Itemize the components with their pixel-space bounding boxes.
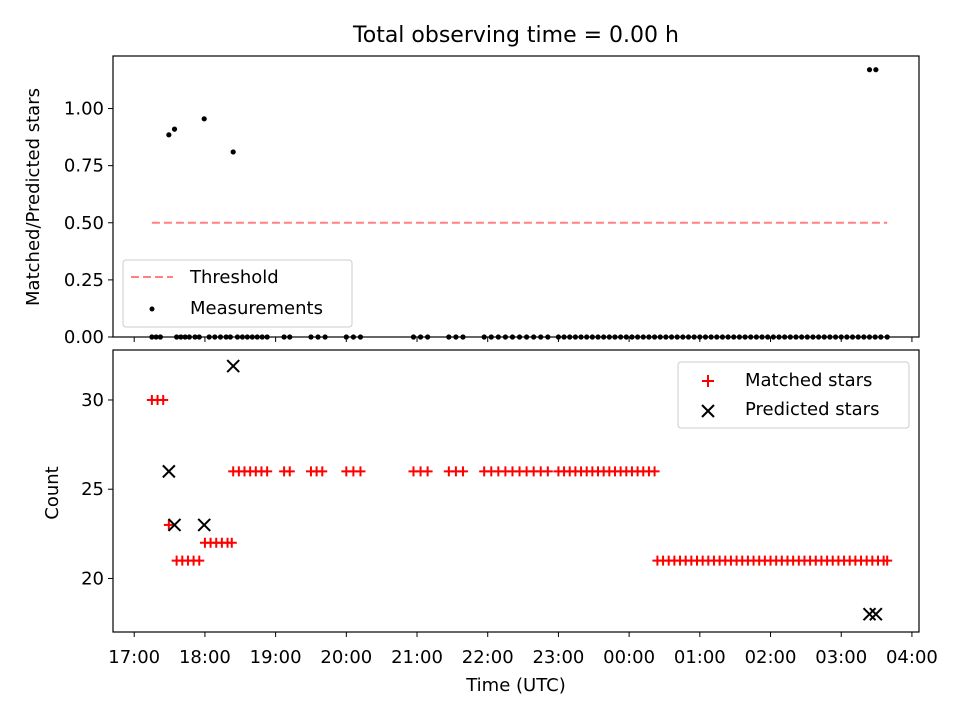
x-tick-label: 18:00 — [179, 647, 231, 668]
x-tick-label: 01:00 — [674, 647, 726, 668]
count-plot-frame — [112, 349, 920, 633]
matched-star-point — [158, 394, 169, 405]
measurement-point — [230, 149, 236, 155]
predicted-star-point — [862, 607, 877, 621]
x-tick-label: 22:00 — [462, 647, 514, 668]
matched-star-point — [882, 555, 893, 566]
predicted-star-point — [869, 607, 883, 621]
ratio-plot: 0.00 0.25 0.50 0.75 1.00 Matched/Predicted s… — [23, 55, 920, 348]
x-tick-label: 17:00 — [108, 647, 160, 668]
matched-star-point — [163, 519, 174, 530]
x-tick-label: 23:00 — [532, 647, 584, 668]
matched-star-point — [422, 466, 433, 477]
measurement-point — [201, 116, 207, 122]
predicted-star-stroke — [162, 464, 176, 479]
predicted-star-point — [197, 518, 211, 532]
matched-star-point — [262, 466, 273, 477]
ratio-y-tick-label: 0.75 — [64, 156, 104, 177]
matched-star-point — [457, 466, 468, 477]
x-tick-label: 00:00 — [603, 647, 655, 668]
measurement-point — [171, 126, 178, 132]
matched-star-point — [649, 466, 660, 477]
x-tick-label: 19:00 — [250, 647, 302, 668]
count-y-tick-label: 25 — [81, 479, 104, 500]
predicted-star-stroke — [197, 518, 211, 532]
ratio-plot-frame — [112, 55, 920, 338]
x-tick-label: 03:00 — [815, 647, 867, 668]
legend-predicted-label: Predicted stars — [745, 399, 879, 420]
count-y-tick-label: 20 — [81, 568, 104, 589]
ratio-y-tick-label: 1.00 — [64, 99, 104, 120]
predicted-star-point — [226, 359, 240, 373]
legend-predicted-swatch — [701, 404, 715, 418]
matched-star-point — [194, 555, 205, 566]
legend-matched-swatch — [702, 375, 714, 387]
count-legend-box — [677, 361, 910, 429]
matched-star-point — [355, 466, 366, 477]
predicted-star-point — [162, 464, 176, 479]
ratio-legend-box — [122, 259, 353, 328]
measurement-point — [166, 132, 172, 138]
measurement-point — [873, 67, 879, 73]
ratio-y-tick-label: 0.50 — [64, 213, 104, 234]
count-plot: 20 25 30 17:00 18:00 19:00 20:00 21:00 22:00 23:… — [42, 349, 938, 696]
measurement-point — [866, 67, 873, 73]
ratio-y-tick-label: 0.00 — [64, 327, 104, 348]
matched-star-point — [284, 466, 295, 477]
predicted-star-stroke — [862, 607, 877, 621]
legend-measurements-label: Measurements — [190, 298, 323, 319]
ratio-plot-ylabel: Matched/Predicted stars — [23, 88, 44, 306]
legend-matched-label: Matched stars — [745, 370, 872, 391]
predicted-star-stroke — [167, 518, 182, 532]
count-plot-ylabel: Count — [42, 466, 63, 519]
legend-threshold-label: Threshold — [189, 267, 279, 288]
predicted-star-stroke — [869, 607, 883, 621]
matched-star-point — [542, 466, 553, 477]
ratio-legend: Threshold Measurements — [122, 259, 353, 328]
legend-measurements-swatch — [149, 306, 155, 312]
x-tick-label: 02:00 — [745, 647, 797, 668]
matched-star-point — [226, 537, 237, 548]
ratio-y-tick-label: 0.25 — [64, 270, 104, 291]
predicted-star-point — [167, 518, 182, 532]
predicted-star-stroke — [226, 359, 240, 373]
count-legend: Matched stars Predicted stars — [677, 361, 910, 429]
x-tick-label: 04:00 — [886, 647, 938, 668]
matched-star-point — [317, 466, 328, 477]
count-y-tick-label: 30 — [81, 390, 104, 411]
x-tick-label: 20:00 — [320, 647, 372, 668]
figure-title: Total observing time = 0.00 h — [352, 23, 679, 48]
x-tick-label: 21:00 — [391, 647, 443, 668]
x-axis-label: Time (UTC) — [465, 675, 566, 696]
